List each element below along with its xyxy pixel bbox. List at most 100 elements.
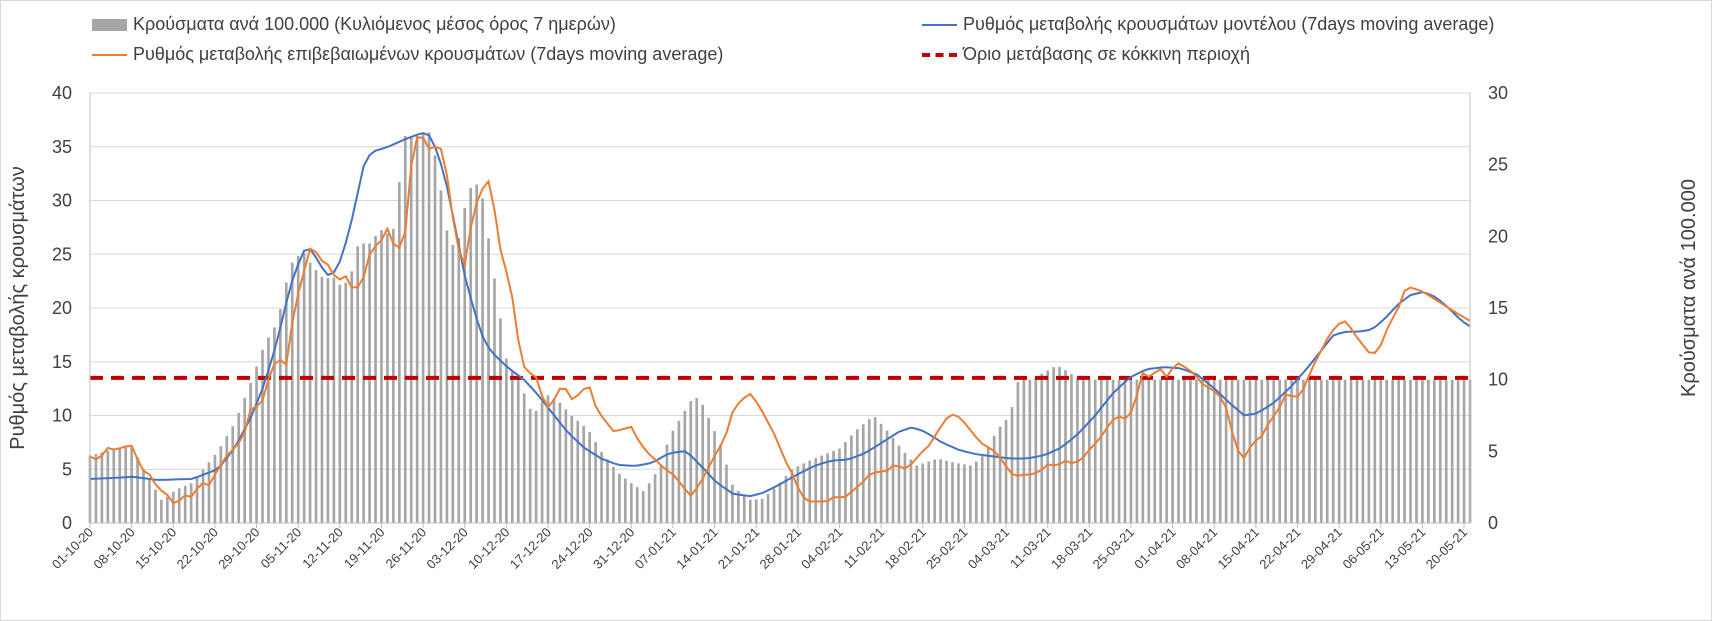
- bar: [582, 425, 586, 523]
- bar: [1242, 379, 1246, 523]
- bar: [1361, 379, 1365, 523]
- bar: [897, 445, 901, 523]
- bar: [1355, 379, 1359, 523]
- y-left-tick-label: 10: [52, 406, 72, 426]
- y-right-tick-label: 5: [1488, 441, 1498, 461]
- bar: [1195, 379, 1198, 523]
- bar: [707, 417, 710, 523]
- bar: [873, 417, 877, 523]
- bar: [1456, 379, 1460, 523]
- bar: [974, 461, 978, 523]
- bar: [1290, 379, 1293, 523]
- x-tick-label: 08-04-21: [1173, 525, 1220, 572]
- bar: [826, 453, 829, 523]
- legend-swatch-bars: [92, 19, 127, 32]
- bar: [1248, 379, 1252, 523]
- bar: [838, 448, 841, 523]
- bar: [183, 485, 187, 523]
- bar: [219, 446, 223, 523]
- bar: [1165, 379, 1168, 523]
- bar: [945, 460, 948, 523]
- bar: [1218, 379, 1222, 523]
- bar: [594, 442, 597, 523]
- bar: [879, 423, 883, 523]
- bar: [499, 318, 502, 523]
- bar: [249, 382, 252, 523]
- bar: [903, 452, 907, 523]
- bar: [683, 410, 687, 523]
- bar: [986, 447, 990, 523]
- bar: [778, 482, 782, 523]
- confirmed-series-line: [89, 136, 1471, 505]
- bar: [1129, 379, 1133, 523]
- bar: [891, 438, 895, 523]
- bar: [225, 436, 229, 523]
- y-left-tick-label: 35: [52, 137, 72, 157]
- bar: [1284, 379, 1287, 523]
- bar: [148, 479, 151, 523]
- bar: [1343, 379, 1347, 523]
- bar: [1189, 379, 1192, 523]
- bar: [397, 182, 401, 524]
- bar: [677, 420, 681, 523]
- y-right-tick-label: 15: [1488, 298, 1508, 318]
- bar: [915, 465, 919, 523]
- bar: [1349, 379, 1353, 523]
- bar: [1159, 379, 1163, 523]
- bar: [1111, 379, 1115, 523]
- legend-label-threshold: Όριο μετάβασης σε κόκκινη περιοχή: [963, 44, 1251, 64]
- bar: [362, 243, 365, 523]
- x-tick-label: 22-04-21: [1256, 525, 1303, 572]
- bar: [160, 499, 163, 523]
- bar: [273, 327, 276, 523]
- bar: [1296, 379, 1299, 523]
- bar: [1432, 379, 1436, 523]
- bar: [284, 282, 288, 523]
- bar: [1153, 379, 1157, 523]
- x-tick-label: 19-11-20: [341, 525, 388, 572]
- y-left-axis-title: Ρυθμός μεταβολής κρουσμάτων: [7, 166, 29, 450]
- bar: [618, 473, 621, 523]
- bar: [796, 466, 800, 523]
- bar: [1141, 379, 1145, 523]
- bar: [142, 469, 145, 523]
- bar: [927, 461, 931, 523]
- bar: [1076, 379, 1079, 523]
- x-tick-label: 03-12-20: [423, 525, 470, 572]
- x-tick-label: 01-10-20: [49, 525, 96, 572]
- bar: [1385, 379, 1389, 523]
- x-tick-label: 24-12-20: [548, 525, 595, 572]
- bar: [647, 483, 651, 523]
- bar: [671, 430, 675, 523]
- bar: [534, 410, 538, 523]
- y-left-tick-label: 0: [62, 513, 72, 533]
- bar: [1254, 379, 1258, 523]
- bar: [665, 444, 669, 523]
- bar: [1224, 379, 1228, 523]
- bar: [867, 419, 871, 523]
- bar: [1444, 379, 1448, 523]
- bar: [980, 456, 984, 523]
- bar: [124, 447, 128, 523]
- bar: [1034, 377, 1038, 523]
- bar: [564, 409, 568, 523]
- y-right-tick-label: 10: [1488, 370, 1508, 390]
- bar: [1272, 379, 1276, 523]
- x-tick-label: 14-01-21: [673, 525, 720, 572]
- bar: [415, 136, 419, 523]
- x-tick-label: 22-10-20: [174, 525, 221, 572]
- bar: [1212, 379, 1216, 523]
- bar: [742, 495, 746, 523]
- bar: [1314, 379, 1317, 523]
- bar: [861, 424, 865, 523]
- bar: [1040, 373, 1044, 523]
- model-series-line: [89, 132, 1471, 498]
- bar: [1082, 379, 1085, 523]
- bar: [1391, 379, 1395, 523]
- bar: [606, 459, 609, 523]
- bar: [505, 358, 508, 523]
- bar: [689, 401, 693, 523]
- bar: [1147, 379, 1151, 523]
- bar: [1099, 379, 1103, 523]
- bar: [546, 395, 550, 523]
